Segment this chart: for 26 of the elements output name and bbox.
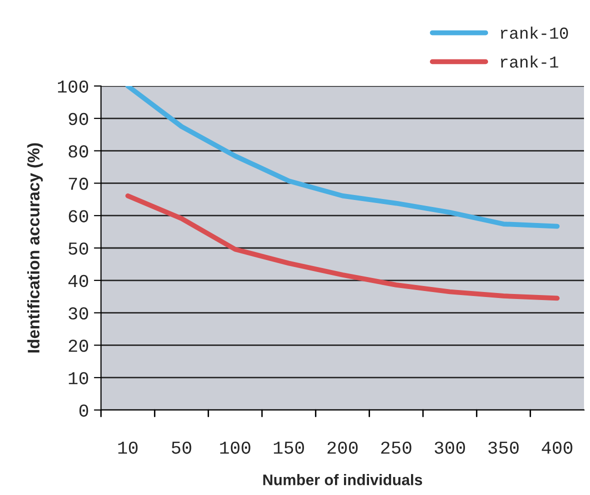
y-tick-label: 10 [68,372,88,384]
y-tick-label: 60 [68,210,88,222]
y-tick-label: 50 [68,242,88,255]
x-axis-title: Number of individuals [263,474,422,486]
line-series [125,86,560,229]
y-tick-label: 90 [68,112,88,126]
y-tick-label: 20 [68,340,88,352]
y-tick-label: 80 [68,145,88,158]
x-tick-label: 150 [274,442,304,454]
line-series [125,193,560,301]
x-tick-label: 350 [488,442,519,454]
legend-label: rank-1 [500,55,558,68]
y-tick-label: 100 [58,80,88,93]
x-tick-label: 400 [542,442,572,454]
y-tick-label: 70 [68,178,88,190]
y-tick-label: 0 [79,404,88,417]
y-tick-label: 40 [68,274,88,288]
x-tick-label: 250 [381,442,412,454]
x-tick-label: 100 [220,442,250,454]
x-tick-label: 10 [118,442,138,454]
y-axis-title: Identification accuracy (%) [27,143,43,352]
y-tick-label: 30 [68,307,88,320]
x-tick-label: 200 [328,442,358,454]
legend-label: rank-10 [500,26,568,39]
x-tick-label: 300 [434,442,465,454]
x-tick-label: 50 [172,442,192,454]
